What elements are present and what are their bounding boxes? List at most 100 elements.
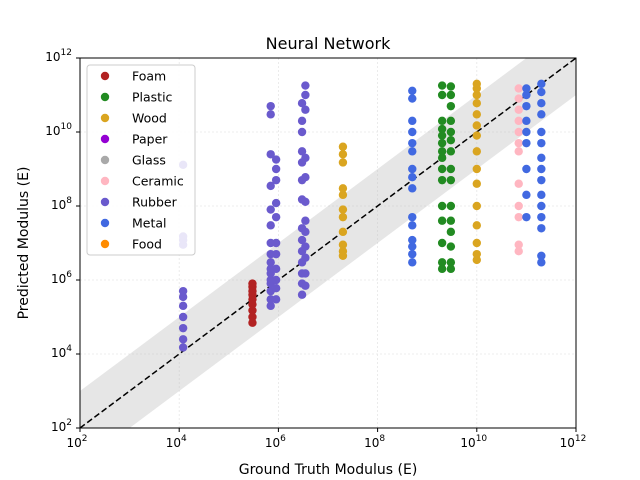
y-tick-label: 108 — [51, 196, 72, 212]
tick-exponent: 4 — [66, 344, 72, 354]
point-rubber — [301, 269, 310, 278]
point-rubber — [266, 181, 275, 191]
tick-base: 10 — [51, 346, 66, 360]
legend-label-rubber: Rubber — [132, 195, 178, 210]
point-rubber — [301, 281, 310, 290]
point-rubber — [297, 127, 307, 137]
legend-marker-rubber — [100, 197, 110, 207]
point-rubber — [301, 253, 310, 262]
tick-exponent: 8 — [379, 434, 385, 444]
legend-label-wood: Wood — [132, 111, 167, 126]
point-plastic — [437, 131, 447, 140]
point-rubber — [301, 197, 310, 206]
point-plastic — [446, 242, 456, 251]
point-rubber — [266, 110, 275, 119]
point-wood — [472, 79, 481, 89]
point-rubber — [301, 173, 310, 182]
point-wood — [472, 121, 481, 130]
point-ceramic — [514, 116, 523, 126]
point-metal — [408, 221, 417, 230]
point-metal — [408, 138, 417, 148]
point-rubber — [271, 212, 281, 222]
point-plastic — [446, 101, 456, 111]
tick-base: 10 — [265, 436, 280, 450]
point-plastic — [446, 136, 456, 145]
point-metal — [537, 258, 546, 267]
point-plastic — [446, 216, 456, 225]
point-metal — [537, 251, 546, 261]
point-rubber — [301, 105, 310, 114]
point-ceramic — [514, 201, 523, 211]
tick-base: 10 — [45, 50, 60, 64]
point-plastic — [446, 175, 456, 185]
point-ceramic — [514, 127, 523, 137]
point-wood — [472, 99, 481, 108]
point-rubber — [271, 238, 281, 248]
point-metal — [522, 138, 531, 148]
point-metal — [537, 212, 546, 222]
legend-marker-plastic — [100, 92, 110, 102]
tick-base: 10 — [51, 198, 66, 212]
point-wood — [472, 201, 481, 211]
point-rubber — [297, 290, 307, 299]
point-rubber — [271, 284, 281, 293]
x-axis-label: Ground Truth Modulus (E) — [239, 462, 418, 478]
legend-box — [86, 64, 196, 256]
tick-exponent: 10 — [61, 122, 73, 132]
point-wood — [472, 221, 481, 230]
tick-exponent: 6 — [280, 434, 286, 444]
point-metal — [537, 175, 546, 185]
point-ceramic — [514, 212, 523, 222]
point-ceramic — [514, 147, 523, 156]
point-ceramic — [514, 240, 523, 249]
point-metal — [522, 116, 531, 126]
x-tick-label: 102 — [66, 434, 87, 450]
point-metal — [522, 90, 531, 100]
point-metal — [408, 86, 417, 95]
point-wood — [472, 147, 481, 156]
point-metal — [522, 212, 531, 222]
point-metal — [408, 235, 417, 245]
point-metal — [408, 94, 417, 103]
point-ceramic — [514, 84, 523, 93]
legend-label-ceramic: Ceramic — [132, 174, 184, 189]
point-metal — [537, 99, 546, 108]
point-ceramic — [514, 179, 523, 188]
x-tick-label: 1010 — [460, 434, 487, 450]
point-plastic — [446, 147, 456, 156]
legend-marker-food — [100, 239, 110, 249]
legend-marker-ceramic — [100, 176, 110, 186]
point-metal — [537, 87, 546, 97]
legend-marker-foam — [100, 71, 110, 81]
point-ceramic — [514, 247, 523, 256]
point-plastic — [437, 216, 447, 225]
point-wood — [338, 184, 348, 193]
point-metal — [522, 127, 531, 137]
tick-exponent: 4 — [181, 434, 187, 444]
point-metal — [408, 116, 417, 126]
point-plastic — [446, 116, 456, 126]
x-tick-label: 108 — [364, 434, 385, 450]
point-rubber — [178, 286, 188, 296]
point-wood — [472, 90, 481, 100]
legend-label-glass: Glass — [132, 153, 166, 168]
point-rubber — [271, 275, 281, 285]
point-wood — [472, 110, 481, 119]
point-plastic — [437, 116, 447, 126]
point-rubber — [178, 301, 188, 311]
point-rubber — [297, 235, 307, 245]
y-tick-label: 1012 — [45, 48, 72, 64]
point-metal — [537, 79, 546, 89]
tick-exponent: 8 — [66, 196, 72, 206]
point-wood — [338, 150, 348, 159]
point-metal — [537, 110, 546, 119]
point-plastic — [446, 264, 456, 274]
legend-marker-metal — [100, 218, 110, 228]
point-metal — [408, 164, 417, 174]
y-tick-label: 102 — [51, 418, 72, 434]
x-tick-label: 106 — [265, 434, 286, 450]
point-metal — [408, 184, 417, 193]
point-metal — [408, 173, 417, 182]
